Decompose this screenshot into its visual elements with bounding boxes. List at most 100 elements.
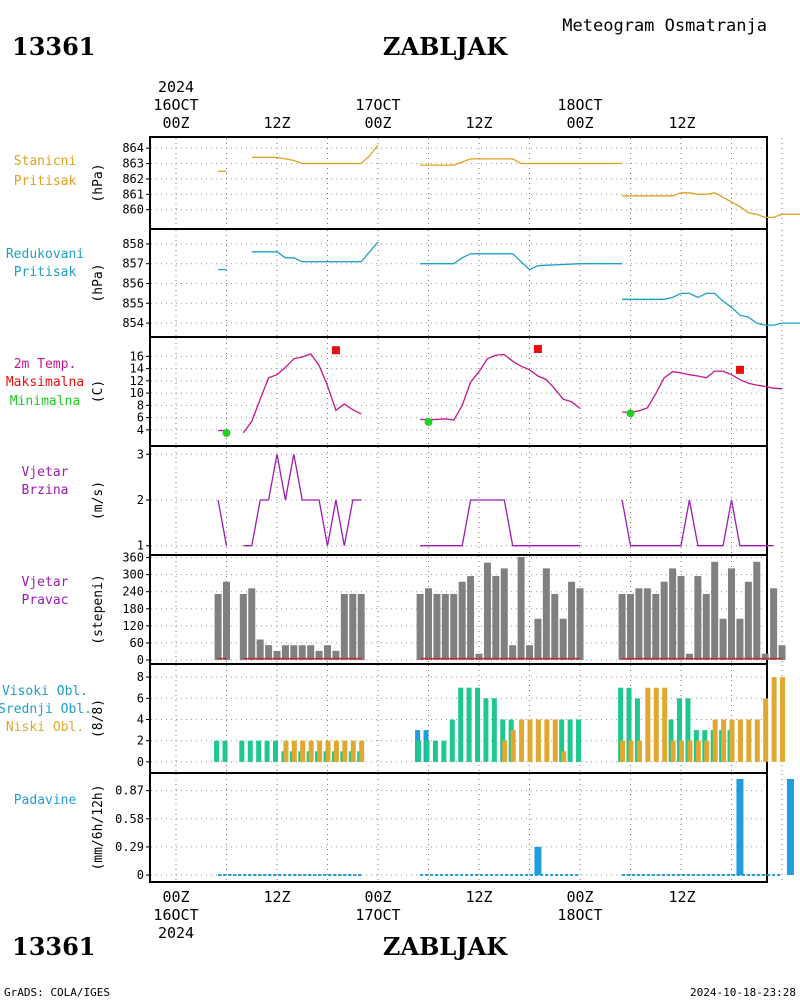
direction-bar: [349, 593, 357, 660]
series-line: [622, 292, 800, 326]
series-line: [622, 370, 783, 413]
cloud-bar: [527, 719, 533, 762]
direction-bar: [677, 576, 685, 660]
cloud-bar: [256, 740, 262, 762]
direction-bar: [702, 593, 710, 660]
bottom-date-3: 18OCT: [557, 906, 602, 924]
y-tick-label: 8: [137, 670, 144, 684]
y-axis-unit: (mm/6h/12h): [91, 784, 106, 870]
direction-bar: [652, 593, 660, 660]
cloud-bar: [685, 698, 691, 762]
tmax-marker: [331, 346, 340, 355]
panel-title: Vjetar: [22, 465, 69, 480]
tmin-marker: [222, 428, 231, 437]
y-tick-label: 857: [122, 257, 144, 271]
y-tick-label: 0: [137, 868, 144, 882]
cloud-bar: [754, 719, 760, 762]
cloud-bar: [458, 687, 464, 762]
direction-bar: [500, 568, 508, 660]
footer-timestamp: 2024-10-18-23:28: [690, 986, 796, 999]
y-tick-label: 861: [122, 187, 144, 201]
cloud-bar: [416, 740, 422, 762]
panel-2: 854 855 856 857 858 (hPa) Redukovani Pritisak: [6, 228, 800, 338]
direction-bar: [307, 645, 315, 660]
panel-title: Vjetar: [22, 575, 69, 590]
series-line: [420, 499, 580, 547]
panel-frame: [149, 136, 768, 230]
cloud-bar: [519, 719, 525, 762]
y-tick-label: 0.58: [115, 812, 144, 826]
y-axis-unit: (stepeni): [91, 574, 106, 644]
direction-bar: [753, 561, 761, 660]
y-tick-label: 864: [122, 141, 144, 155]
cloud-bar: [704, 740, 710, 762]
series-line: [622, 192, 800, 219]
bottom-hour-00z-2: 00Z: [364, 888, 391, 906]
cloud-bar: [679, 740, 685, 762]
direction-bar: [324, 645, 332, 660]
direction-bar: [736, 618, 744, 660]
precip-bar: [534, 846, 542, 876]
direction-bar: [719, 618, 727, 660]
cloud-bar: [576, 719, 582, 762]
y-tick-label: 2: [137, 734, 144, 748]
direction-bar: [627, 593, 635, 660]
bottom-year-label: 2024: [158, 924, 194, 942]
panel-7: 0 0.29 0.58 0.87 (mm/6h/12h) Padavine: [14, 772, 794, 883]
y-tick-label: 3: [137, 447, 144, 461]
direction-bar: [315, 650, 323, 660]
tmin-marker: [626, 409, 635, 418]
panel-title: Pritisak: [14, 265, 77, 280]
y-axis-unit: (m/s): [91, 481, 106, 520]
y-tick-label: 0.87: [115, 784, 144, 798]
cloud-bar: [677, 698, 683, 762]
direction-bar: [509, 645, 517, 660]
panel-title: Visoki Obl.: [2, 684, 88, 699]
cloud-bar: [247, 740, 253, 762]
direction-bar: [761, 653, 769, 660]
panel-frame: [149, 445, 768, 556]
cloud-bar: [662, 687, 668, 762]
y-tick-label: 858: [122, 237, 144, 251]
direction-bar: [685, 653, 693, 660]
direction-bar: [778, 645, 786, 660]
direction-bar: [450, 593, 458, 660]
direction-bar: [239, 593, 247, 660]
direction-bar: [223, 581, 231, 660]
panel-title: Minimalna: [10, 394, 80, 409]
direction-bar: [576, 588, 584, 660]
top-hour-12z-1: 12Z: [263, 114, 290, 132]
chart-panels: 860861862863864(hPa)StanicniPritisak8548…: [0, 136, 800, 883]
cloud-bar: [567, 719, 573, 762]
cloud-bar: [780, 677, 786, 762]
top-hour-12z-3: 12Z: [668, 114, 695, 132]
cloud-bar: [317, 740, 323, 762]
direction-bar: [458, 581, 466, 660]
y-tick-label: 14: [130, 362, 144, 376]
tmax-marker: [533, 345, 542, 353]
cloud-bar: [628, 740, 634, 762]
panel-4: 1 2 3 (m/s) Vjetar Brzina: [22, 445, 783, 556]
y-tick-label: 360: [122, 551, 144, 565]
top-date-3: 18OCT: [557, 96, 602, 114]
direction-bar: [618, 593, 626, 660]
y-tick-label: 863: [122, 157, 144, 171]
top-date-1: 16OCT: [153, 96, 198, 114]
panel-title: Stanicni: [14, 154, 77, 169]
cloud-bar: [300, 740, 306, 762]
direction-bar: [517, 557, 525, 660]
bottom-hour-00z-3: 00Z: [566, 888, 593, 906]
panel-title: Redukovani: [6, 247, 84, 262]
cloud-bar: [687, 740, 693, 762]
station-name-top: ZABLJAK: [383, 32, 508, 61]
precip-bar: [736, 779, 744, 876]
cloud-bar: [626, 687, 632, 762]
direction-bar: [492, 576, 500, 660]
direction-bar: [770, 588, 778, 660]
y-axis-unit: (C): [91, 380, 106, 403]
cloud-bar: [561, 751, 567, 762]
bottom-hour-00z-1: 00Z: [162, 888, 189, 906]
direction-bar: [711, 561, 719, 660]
cloud-bar: [283, 740, 289, 762]
